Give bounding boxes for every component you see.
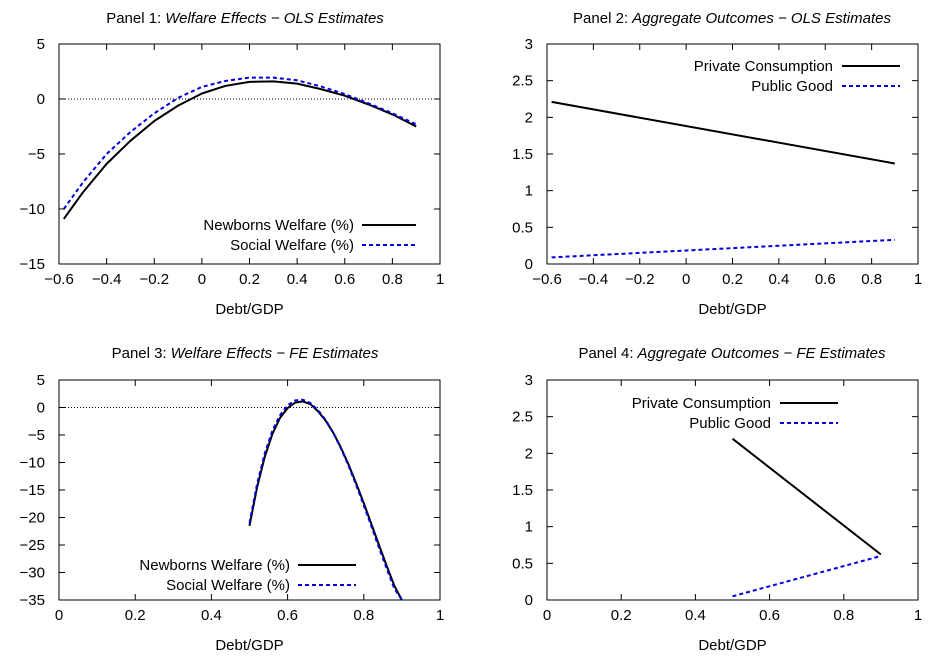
y-tick-label: 3 [525,36,533,53]
x-tick-label: 0.2 [611,607,632,624]
y-tick-label: 2.5 [512,73,533,90]
x-tick-label: 0 [55,607,63,624]
x-tick-label: 1 [436,607,444,624]
y-tick-label: 3 [525,372,533,389]
x-tick-label: 1 [436,271,444,288]
x-tick-label: 0.4 [768,271,789,288]
panel-title-italic: Aggregate Outcomes − FE Estimates [637,345,887,362]
x-tick-label: 0.6 [759,607,780,624]
x-tick-label: −0.4 [92,271,122,288]
y-tick-label: −5 [28,427,45,444]
x-tick-label: 0.2 [239,271,260,288]
panel-title-prefix: Panel 4: [578,345,633,362]
x-tick-label: 0.8 [382,271,403,288]
x-tick-label: −0.6 [44,271,74,288]
panel-title-italic: Welfare Effects − FE Estimates [171,345,379,362]
x-axis-label: Debt/GDP [698,301,766,318]
legend-label: Private Consumption [632,395,771,412]
series-line-1 [62,80,417,220]
y-tick-label: −10 [20,201,45,218]
x-axis-label: Debt/GDP [215,301,283,318]
x-tick-label: 0.6 [277,607,298,624]
y-tick-label: −10 [20,455,45,472]
panel-title-prefix: Panel 2: [573,10,628,27]
panel-3: Panel 3: Welfare Effects − FE Estimates 0 0… [20,345,445,654]
legend-label: Newborns Welfare (%) [203,217,354,234]
y-tick-label: −25 [20,537,45,554]
x-tick-label: 1 [914,271,922,288]
plot-frame [546,43,919,265]
x-tick-label: 0.6 [815,271,836,288]
plot-frame [546,379,919,601]
x-tick-label: 0.4 [287,271,308,288]
x-tick-label: −0.6 [532,271,562,288]
x-tick-label: 0.8 [353,607,374,624]
x-tick-label: −0.2 [625,271,655,288]
x-tick-label: 0.2 [722,271,743,288]
x-tick-label: 0.4 [685,607,706,624]
y-tick-label: 0.5 [512,555,533,572]
y-tick-label: 1 [525,183,533,200]
x-tick-label: −0.4 [579,271,609,288]
series-line-1 [551,100,895,165]
y-tick-label: 5 [37,36,45,53]
x-axis-label: Debt/GDP [215,637,283,654]
series-line-2 [248,398,403,600]
x-tick-label: 0.8 [861,271,882,288]
y-tick-label: 1 [525,519,533,536]
series-line-2 [551,238,895,259]
y-tick-label: 2 [525,109,533,126]
panel-title: Panel 2: Aggregate Outcomes − OLS Estimat… [573,10,891,27]
panel-title: Panel 3: Welfare Effects − FE Estimates [112,345,379,362]
x-tick-label: 0.6 [334,271,355,288]
panel-2: Panel 2: Aggregate Outcomes − OLS Estimat… [512,10,922,318]
y-tick-label: 0 [525,592,533,609]
series-line-2 [62,76,417,210]
y-tick-label: −15 [20,256,45,273]
legend-label: Private Consumption [694,58,833,75]
panel-title: Panel 4: Aggregate Outcomes − FE Estimate… [578,345,886,362]
x-tick-label: 1 [914,607,922,624]
panel-4: Panel 4: Aggregate Outcomes − FE Estimate… [512,345,922,654]
series-line-2 [732,555,882,598]
panel-title-italic: Welfare Effects − OLS Estimates [165,10,384,27]
x-tick-label: 0.4 [201,607,222,624]
y-tick-label: 2.5 [512,409,533,426]
y-tick-label: −30 [20,565,45,582]
x-axis-label: Debt/GDP [698,637,766,654]
x-tick-label: 0 [682,271,690,288]
series-line-1 [731,437,882,556]
y-tick-label: 0 [37,91,45,108]
y-tick-label: −35 [20,592,45,609]
legend-label: Social Welfare (%) [230,237,354,254]
panel-1: Panel 1: Welfare Effects − OLS Estimates −… [20,10,445,318]
y-tick-label: 0.5 [512,219,533,236]
x-tick-label: 0 [543,607,551,624]
legend-label: Newborns Welfare (%) [139,557,290,574]
panel-title: Panel 1: Welfare Effects − OLS Estimates [106,10,384,27]
panel-title-prefix: Panel 1: [106,10,161,27]
x-tick-label: 0 [198,271,206,288]
y-tick-label: −20 [20,510,45,527]
y-tick-label: 0 [525,256,533,273]
y-tick-label: 2 [525,445,533,462]
legend-label: Public Good [689,415,771,432]
y-tick-label: 1.5 [512,482,533,499]
legend-label: Public Good [751,78,833,95]
x-tick-label: 0.2 [125,607,146,624]
y-tick-label: 5 [37,372,45,389]
y-tick-label: −15 [20,482,45,499]
panel-title-prefix: Panel 3: [112,345,167,362]
y-tick-label: −5 [28,146,45,163]
y-tick-label: 1.5 [512,146,533,163]
y-tick-label: 0 [37,400,45,417]
x-tick-label: 0.8 [833,607,854,624]
legend-label: Social Welfare (%) [166,577,290,594]
x-tick-label: −0.2 [139,271,169,288]
panel-title-italic: Aggregate Outcomes − OLS Estimates [631,10,891,27]
